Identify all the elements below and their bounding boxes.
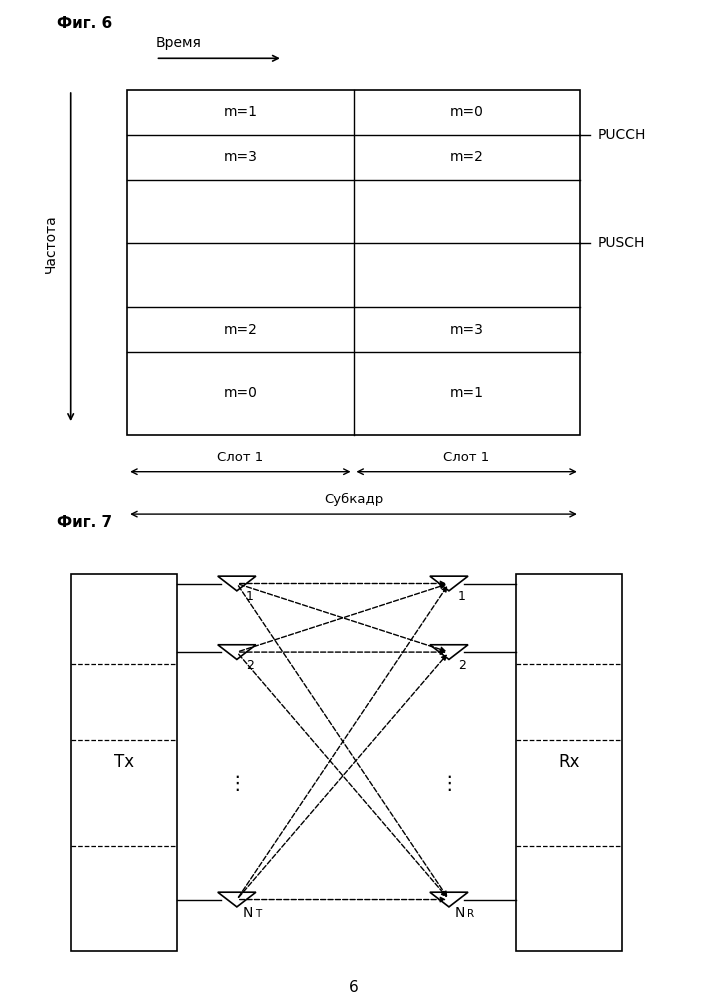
Text: Фиг. 6: Фиг. 6 [57, 16, 112, 31]
Bar [516, 574, 622, 951]
Text: m=2: m=2 [223, 323, 257, 337]
Text: 6: 6 [349, 980, 358, 995]
Text: PUCCH: PUCCH [597, 128, 645, 142]
Text: m=0: m=0 [223, 386, 257, 400]
Text: m=0: m=0 [450, 105, 484, 119]
Text: Частота: Частота [44, 214, 58, 273]
Text: Субкадр: Субкадр [324, 493, 383, 506]
Bar [127, 90, 580, 435]
Text: 1: 1 [458, 590, 466, 603]
Text: ⋮: ⋮ [439, 774, 459, 793]
Text: m=3: m=3 [223, 150, 257, 164]
Text: 2: 2 [246, 659, 254, 672]
Text: Фиг. 7: Фиг. 7 [57, 515, 112, 530]
Text: T: T [255, 909, 262, 919]
Text: R: R [467, 909, 474, 919]
Text: m=2: m=2 [450, 150, 484, 164]
Text: m=1: m=1 [450, 386, 484, 400]
Text: N: N [455, 906, 465, 920]
Text: m=1: m=1 [223, 105, 257, 119]
Bar [71, 574, 177, 951]
Text: PUSCH: PUSCH [597, 236, 645, 250]
Text: m=3: m=3 [450, 323, 484, 337]
Text: ⋮: ⋮ [227, 774, 247, 793]
Text: Слот 1: Слот 1 [443, 451, 490, 464]
Text: Слот 1: Слот 1 [217, 451, 264, 464]
Text: Время: Время [156, 36, 201, 50]
Text: Tx: Tx [114, 753, 134, 771]
Text: 2: 2 [458, 659, 466, 672]
Text: N: N [243, 906, 253, 920]
Text: Rx: Rx [559, 753, 580, 771]
Text: 1: 1 [246, 590, 254, 603]
